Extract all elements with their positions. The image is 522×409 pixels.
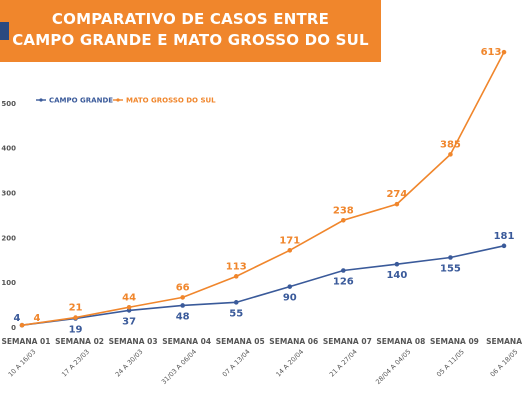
x-date-label: 31/03 A 06/04: [160, 348, 198, 386]
x-category-label: SEMANA 03: [109, 337, 158, 346]
data-point: [126, 304, 132, 310]
data-label: 181: [494, 231, 515, 242]
data-point: [233, 300, 239, 305]
series-line: [21, 245, 505, 327]
x-category-label: SEMANA 07: [323, 337, 372, 346]
data-point: [394, 261, 400, 267]
data-point: [287, 248, 293, 253]
x-date-label: 24 A 30/03: [114, 348, 145, 379]
y-tick-label: 100: [1, 279, 16, 287]
x-date-label: 10 A 16/03: [7, 348, 38, 379]
series-line: [21, 51, 505, 326]
y-tick-label: 200: [1, 234, 16, 242]
y-axis: 0100200300400500600: [1, 55, 16, 332]
data-label: 113: [226, 261, 247, 272]
chart-title-line2: CAMPO GRANDE E MATO GROSSO DO SUL: [12, 31, 369, 49]
y-tick-label: 400: [1, 145, 16, 153]
data-label: 613: [481, 47, 502, 58]
legend-marker: [116, 98, 120, 102]
x-axis: SEMANA 01 SEMANA 02 SEMANA 03 SEMANA 04 SEMA…: [2, 337, 522, 386]
data-point: [448, 255, 453, 260]
data-point: [180, 295, 185, 300]
chart-legend: CAMPO GRANDE MATO GROSSO DO SUL: [36, 97, 216, 105]
data-label: 171: [279, 235, 300, 246]
x-date-label: 06 A 18/05: [489, 348, 520, 379]
y-tick-label: 300: [1, 189, 16, 197]
data-point: [180, 303, 185, 308]
x-date-label: 17 A 23/03: [60, 348, 91, 379]
data-point: [73, 315, 78, 320]
data-label: 4: [14, 313, 21, 324]
y-tick-label: 500: [1, 100, 16, 108]
data-label: 19: [69, 324, 83, 335]
data-point: [341, 268, 346, 273]
x-date-label: 28/04 A 04/05: [374, 348, 412, 386]
x-category-label: SEMANA 08: [376, 337, 425, 346]
x-category-label: SEMANA 04: [162, 337, 211, 346]
data-label: 44: [122, 292, 136, 303]
chart-series: 4 19 37 48 55 90 126 140 155 181 4 21 44 66 113 171 238 2…: [14, 47, 515, 335]
data-point: [287, 284, 293, 289]
data-point: [341, 217, 346, 223]
data-label: 126: [333, 277, 354, 288]
data-label: 55: [229, 308, 243, 319]
data-label: 90: [283, 293, 297, 304]
data-label: 66: [176, 282, 190, 293]
x-date-label: 14 A 20/04: [274, 348, 305, 379]
data-point: [501, 49, 507, 55]
x-date-label: 05 A 11/05: [435, 348, 466, 379]
data-label: 48: [176, 311, 190, 322]
data-point: [448, 152, 453, 157]
x-category-label: SEMANA 1: [486, 337, 522, 346]
legend-marker: [39, 98, 43, 102]
data-point: [19, 322, 25, 328]
data-label: 238: [333, 205, 354, 216]
x-category-label: SEMANA 01: [2, 337, 51, 346]
x-category-label: SEMANA 05: [216, 337, 265, 346]
data-point: [501, 243, 507, 249]
data-label: 155: [440, 264, 461, 275]
x-date-label: 07 A 13/04: [221, 348, 252, 379]
data-label: 4: [34, 313, 41, 324]
header-accent-tab: [0, 22, 9, 40]
data-point: [394, 201, 400, 207]
y-tick-label: 0: [11, 324, 16, 332]
data-label: 140: [386, 270, 407, 281]
x-date-label: 21 A 27/04: [328, 348, 359, 379]
legend-label: CAMPO GRANDE: [49, 97, 113, 105]
x-category-label: SEMANA 06: [269, 337, 318, 346]
x-category-label: SEMANA 09: [430, 337, 479, 346]
data-point: [233, 274, 239, 279]
data-label: 274: [386, 189, 407, 200]
data-label: 37: [122, 316, 136, 327]
x-category-label: SEMANA 02: [55, 337, 104, 346]
chart-title-banner: COMPARATIVO DE CASOS ENTRE CAMPO GRANDE …: [0, 0, 381, 62]
chart-title-line1: COMPARATIVO DE CASOS ENTRE: [51, 10, 330, 28]
data-label: 21: [69, 303, 83, 314]
data-label: 385: [440, 139, 461, 150]
legend-label: MATO GROSSO DO SUL: [126, 97, 216, 105]
